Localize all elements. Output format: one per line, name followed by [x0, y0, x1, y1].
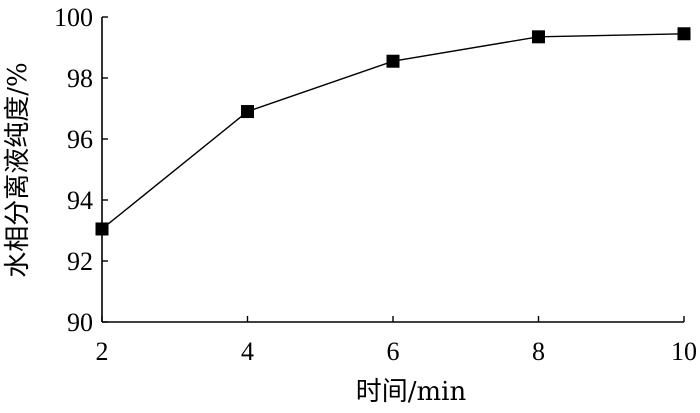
data-point-marker: [386, 54, 400, 68]
x-axis-title: 时间/min: [356, 377, 467, 407]
data-point-marker: [95, 222, 109, 236]
y-tick-label: 100: [54, 3, 93, 32]
data-point-marker: [532, 30, 545, 44]
x-tick-label: 4: [241, 337, 254, 366]
x-tick-label: 2: [96, 337, 109, 366]
y-tick-label: 96: [67, 125, 93, 154]
y-tick-label: 90: [67, 308, 93, 337]
y-tick-label: 94: [67, 186, 93, 215]
y-tick-label: 92: [67, 247, 93, 276]
data-point-marker: [677, 27, 691, 41]
x-tick-label: 8: [532, 337, 545, 366]
data-point-marker: [241, 105, 254, 119]
x-tick-label: 10: [671, 337, 697, 366]
series: [95, 27, 691, 236]
x-tick-label: 6: [387, 337, 400, 366]
y-axis-title: 水相分离液纯度/%: [3, 62, 33, 277]
y-tick-label: 98: [67, 64, 93, 93]
ticks: 90 92 94 96 98 100 2 4 6 8 10: [54, 3, 697, 366]
